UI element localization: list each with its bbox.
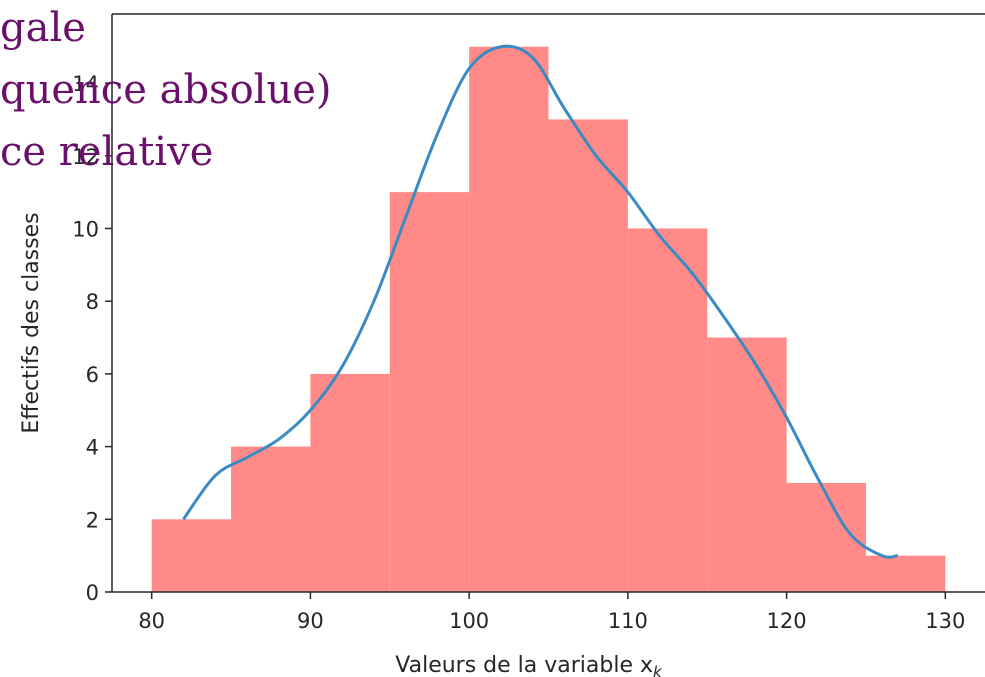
histogram-bar <box>628 228 707 592</box>
histogram-bar <box>152 519 231 592</box>
y-tick-label: 2 <box>86 508 99 532</box>
y-tick-label: 6 <box>86 363 99 387</box>
histogram-bar <box>390 192 469 592</box>
y-tick-label: 0 <box>86 581 99 605</box>
y-tick-label: 10 <box>72 217 99 241</box>
x-tick-label: 90 <box>297 609 324 633</box>
bars-group <box>152 47 946 592</box>
x-tick-label: 120 <box>767 609 807 633</box>
histogram-bar <box>549 119 628 592</box>
x-tick-label: 100 <box>449 609 489 633</box>
x-tick-label: 110 <box>608 609 648 633</box>
x-ticks-group: 80 90 100 110 120 130 <box>138 592 965 633</box>
histogram-bar <box>866 556 945 592</box>
histogram-bar <box>310 374 389 592</box>
y-axis-label: Effectifs des classes <box>19 212 44 433</box>
y-ticks-group: 0 2 4 6 8 10 12 14 <box>72 72 112 605</box>
y-tick-label: 14 <box>72 72 99 96</box>
x-tick-label: 80 <box>138 609 165 633</box>
y-tick-label: 12 <box>72 145 99 169</box>
x-tick-label: 130 <box>925 609 965 633</box>
histogram-bar <box>231 447 310 592</box>
x-axis-label: Valeurs de la variable xk <box>395 653 663 677</box>
y-tick-label: 4 <box>86 436 99 460</box>
histogram-bar <box>469 47 548 592</box>
y-tick-label: 8 <box>86 290 99 314</box>
histogram-bar <box>707 338 786 592</box>
